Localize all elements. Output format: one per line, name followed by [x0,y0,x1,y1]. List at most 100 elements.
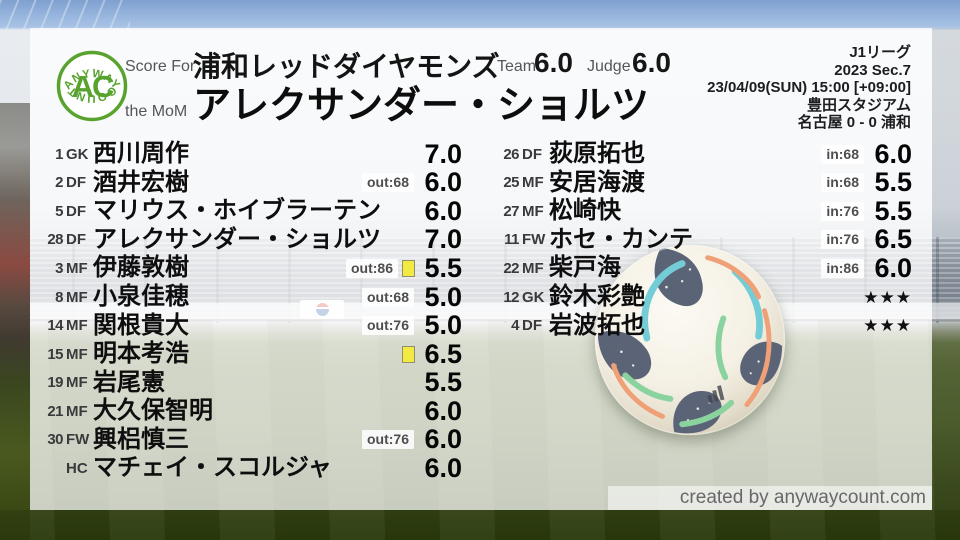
player-score: 7.0 [424,224,462,255]
position-label: MF [522,174,544,192]
player-score: ★★★ [863,316,912,336]
player-row: 3 MF 伊藤敦樹 out:86 5.5 [30,254,462,283]
substitution-badge: out:76 [362,316,414,336]
player-score: 6.0 [424,395,462,426]
substitution-badge: out:68 [362,287,414,307]
shirt-number: 28 [47,231,63,249]
shirt-number: 25 [503,174,519,192]
player-score: 5.5 [424,252,462,283]
player-name: 関根貴大 [93,311,189,339]
player-name: 松崎快 [549,197,621,225]
left-stand-edge [0,103,30,540]
player-row: HC マチェイ・スコルジャ 6.0 [30,454,462,483]
roof-truss-texture [0,0,130,30]
shirt-number: 4 [511,317,519,335]
shirt-number: 27 [503,202,519,220]
credit-text: created by anywaycount.com [679,487,926,508]
team-score-value: 6.0 [534,47,573,78]
player-score: 5.0 [424,310,462,341]
shirt-number: 21 [47,402,63,420]
player-row: 2 DF 酒井宏樹 out:68 6.0 [30,169,462,198]
player-score: 6.0 [424,424,462,455]
substitution-badge: out:76 [362,430,414,450]
yellow-card-icon [402,259,415,277]
player-name: 酒井宏樹 [93,168,189,196]
player-name: 鈴木彩艶 [549,283,645,310]
right-photo-edge [932,28,960,510]
player-row: 27 MF 松崎快 in:76 5.5 [495,197,912,226]
player-name: 安居海渡 [549,168,645,196]
position-label: DF [522,145,542,163]
kickoff-datetime: 23/04/09(SUN) 15:00 [+09:00] [707,79,911,97]
anywaycount-logo-icon: ANYWAY COUNT AC [56,50,128,122]
shirt-number: 2 [55,174,63,192]
player-name: 大久保智明 [93,397,213,425]
match-info-block: J1リーグ 2023 Sec.7 23/04/09(SUN) 15:00 [+0… [707,44,911,132]
adidas-logo [707,385,725,404]
player-score: 5.5 [874,195,912,226]
player-score: 6.0 [874,138,912,169]
match-result: 名古屋 0 - 0 浦和 [797,114,911,132]
player-name: アレクサンダー・ショルツ [93,225,381,253]
player-score: 6.0 [424,452,462,483]
team-name: 浦和レッドダイヤモンズ [193,51,500,82]
substitution-badge: in:76 [821,230,864,250]
substitution-badge: in:86 [821,258,864,278]
score-for-label: Score For [125,58,196,75]
position-label: DF [66,174,86,192]
position-label: FW [66,431,90,449]
substitution-badge: in:76 [821,201,864,221]
substitution-badge: in:68 [821,144,864,164]
position-label: GK [66,145,89,163]
shirt-number: 26 [503,145,519,163]
bench-list: 26 DF 荻原拓也 in:68 6.0 25 MF 安居海渡 in:68 5.5 27 MF 松崎快 i… [495,140,912,340]
player-name: 岩波拓也 [549,311,645,339]
player-name: 伊藤敦樹 [93,254,189,282]
position-label: MF [66,317,88,335]
position-label: MF [522,259,544,277]
player-name: 荻原拓也 [549,140,645,168]
player-row: 22 MF 柴戸海 in:86 6.0 [495,254,912,283]
judge-score-value: 6.0 [632,47,671,78]
position-label: DF [66,231,86,249]
yellow-card-icon [402,345,415,363]
mom-label: the MoM [125,103,188,120]
substitution-badge: out:86 [346,258,398,278]
shirt-number: 15 [47,345,63,363]
judge-score-label: Judge [587,58,631,75]
player-score: 6.0 [424,167,462,198]
player-name: 西川周作 [93,140,189,168]
mom-name: アレクサンダー・ショルツ [193,85,650,127]
shirt-number: 5 [55,202,63,220]
player-row: 28 DF アレクサンダー・ショルツ 7.0 [30,226,462,255]
player-row: 12 GK 鈴木彩艶 ★★★ [495,283,912,312]
player-score: 6.5 [874,224,912,255]
position-label: FW [522,231,546,249]
player-row: 14 MF 関根貴大 out:76 5.0 [30,311,462,340]
position-label: MF [66,345,88,363]
player-row: 11 FW ホセ・カンテ in:76 6.5 [495,226,912,255]
shirt-number: 30 [47,431,63,449]
player-row: 21 MF 大久保智明 6.0 [30,397,462,426]
player-name: マリウス・ホイブラーテン [93,197,381,225]
starters-list: 1 GK 西川周作 7.0 2 DF 酒井宏樹 out:68 6.0 5 DF マリウス・ホイブラーテ… [30,140,462,483]
shirt-number: 3 [55,259,63,277]
player-row: 15 MF 明本考浩 6.5 [30,340,462,369]
player-name: 柴戸海 [549,254,621,282]
position-label: MF [522,202,544,220]
shirt-number: 22 [503,259,519,277]
footer-credit-band: created by anywaycount.com [608,486,932,510]
position-label: MF [66,402,88,420]
player-row: 30 FW 興梠慎三 out:76 6.0 [30,425,462,454]
player-name: 小泉佳穂 [93,283,189,310]
league-name: J1リーグ [849,44,911,61]
player-row: 19 MF 岩尾憲 5.5 [30,368,462,397]
player-name: 興梠慎三 [93,425,189,453]
player-name: 岩尾憲 [93,368,165,396]
substitution-badge: in:68 [821,173,864,193]
player-score: 6.0 [874,252,912,283]
player-name: 明本考浩 [93,340,189,368]
player-row: 25 MF 安居海渡 in:68 5.5 [495,169,912,198]
player-score: 6.0 [424,195,462,226]
player-score: 5.5 [424,367,462,398]
